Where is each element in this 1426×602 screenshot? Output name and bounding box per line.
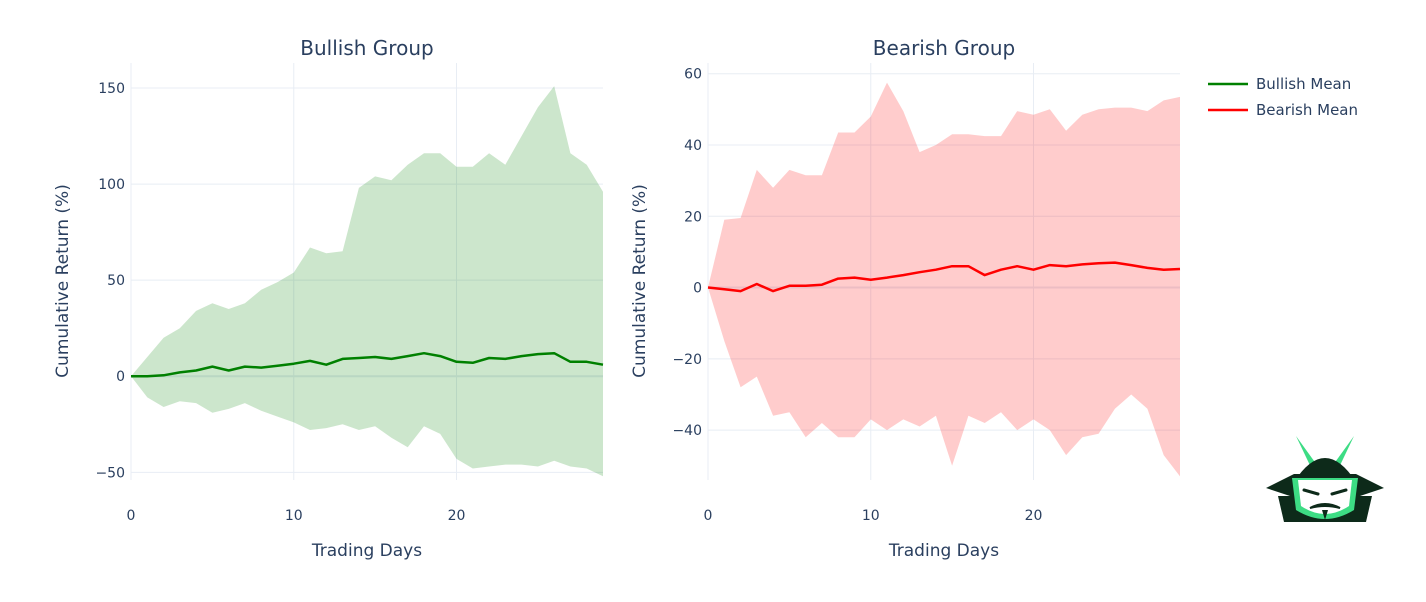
legend-item-bullish[interactable]: Bullish Mean: [1208, 75, 1351, 93]
legend-label-bearish: Bearish Mean: [1256, 101, 1358, 119]
bullish-x-tick-label-20: 20: [448, 508, 466, 524]
bearish-y-axis-title: Cumulative Return (%): [630, 184, 650, 378]
bullish-y-tick-label-0: 0: [116, 369, 125, 385]
bullish-x-axis-title: Trading Days: [311, 541, 422, 561]
bullish-mean-line: [131, 351, 604, 378]
bullish-panel: 0 10 20 −50 0 50 100 150 Bullish Group Trading…: [53, 36, 604, 561]
bearish-y-tick-label-60: 60: [684, 67, 702, 83]
legend-label-bullish: Bullish Mean: [1256, 75, 1351, 93]
logo-face: [1298, 480, 1352, 514]
logo-beard: [1322, 510, 1328, 520]
bearish-x-ticks: 0 10 20: [704, 508, 1043, 524]
bullish-y-tick-label-150: 150: [98, 81, 125, 97]
legend: Bullish Mean Bearish Mean: [1208, 75, 1358, 119]
bearish-y-tick-label-40: 40: [684, 138, 702, 154]
logo-eye-right: [1330, 488, 1348, 496]
bullish-x-tick-label-10: 10: [285, 508, 303, 524]
bearish-y-ticks: −40 −20 0 20 40 60: [672, 67, 702, 439]
bearish-mean-line: [707, 261, 1181, 293]
samurai-helmet-logo: [1266, 436, 1384, 522]
bearish-y-tick-label-0: 0: [693, 281, 702, 297]
bearish-y-tick-label--40: −40: [672, 423, 702, 439]
bearish-panel: 0 10 20 −40 −20 0 20 40 60 Bearish Group Tradin…: [630, 36, 1181, 561]
bullish-gridlines: [130, 63, 603, 480]
bearish-chart-title: Bearish Group: [873, 36, 1015, 60]
bullish-y-tick-label-100: 100: [98, 177, 125, 193]
bearish-range-band: [708, 82, 1180, 477]
logo-mustache: [1309, 503, 1341, 509]
bullish-x-tick-label-0: 0: [127, 508, 136, 524]
bearish-y-tick-label--20: −20: [672, 352, 702, 368]
bullish-y-tick-label--50: −50: [95, 465, 125, 481]
legend-item-bearish[interactable]: Bearish Mean: [1208, 101, 1358, 119]
bullish-y-axis-title: Cumulative Return (%): [53, 184, 73, 378]
bearish-x-tick-label-0: 0: [704, 508, 713, 524]
bullish-range-band: [131, 86, 603, 477]
bullish-x-ticks: 0 10 20: [127, 508, 466, 524]
bearish-y-tick-label-20: 20: [684, 209, 702, 225]
logo-eye-left: [1302, 488, 1320, 496]
bullish-chart-title: Bullish Group: [300, 36, 433, 60]
bearish-x-axis-title: Trading Days: [888, 541, 999, 561]
bullish-y-tick-label-50: 50: [107, 273, 125, 289]
bearish-x-tick-label-20: 20: [1025, 508, 1043, 524]
bearish-x-tick-label-10: 10: [862, 508, 880, 524]
bullish-y-ticks: −50 0 50 100 150: [95, 81, 125, 481]
bearish-gridlines: [707, 63, 1180, 480]
